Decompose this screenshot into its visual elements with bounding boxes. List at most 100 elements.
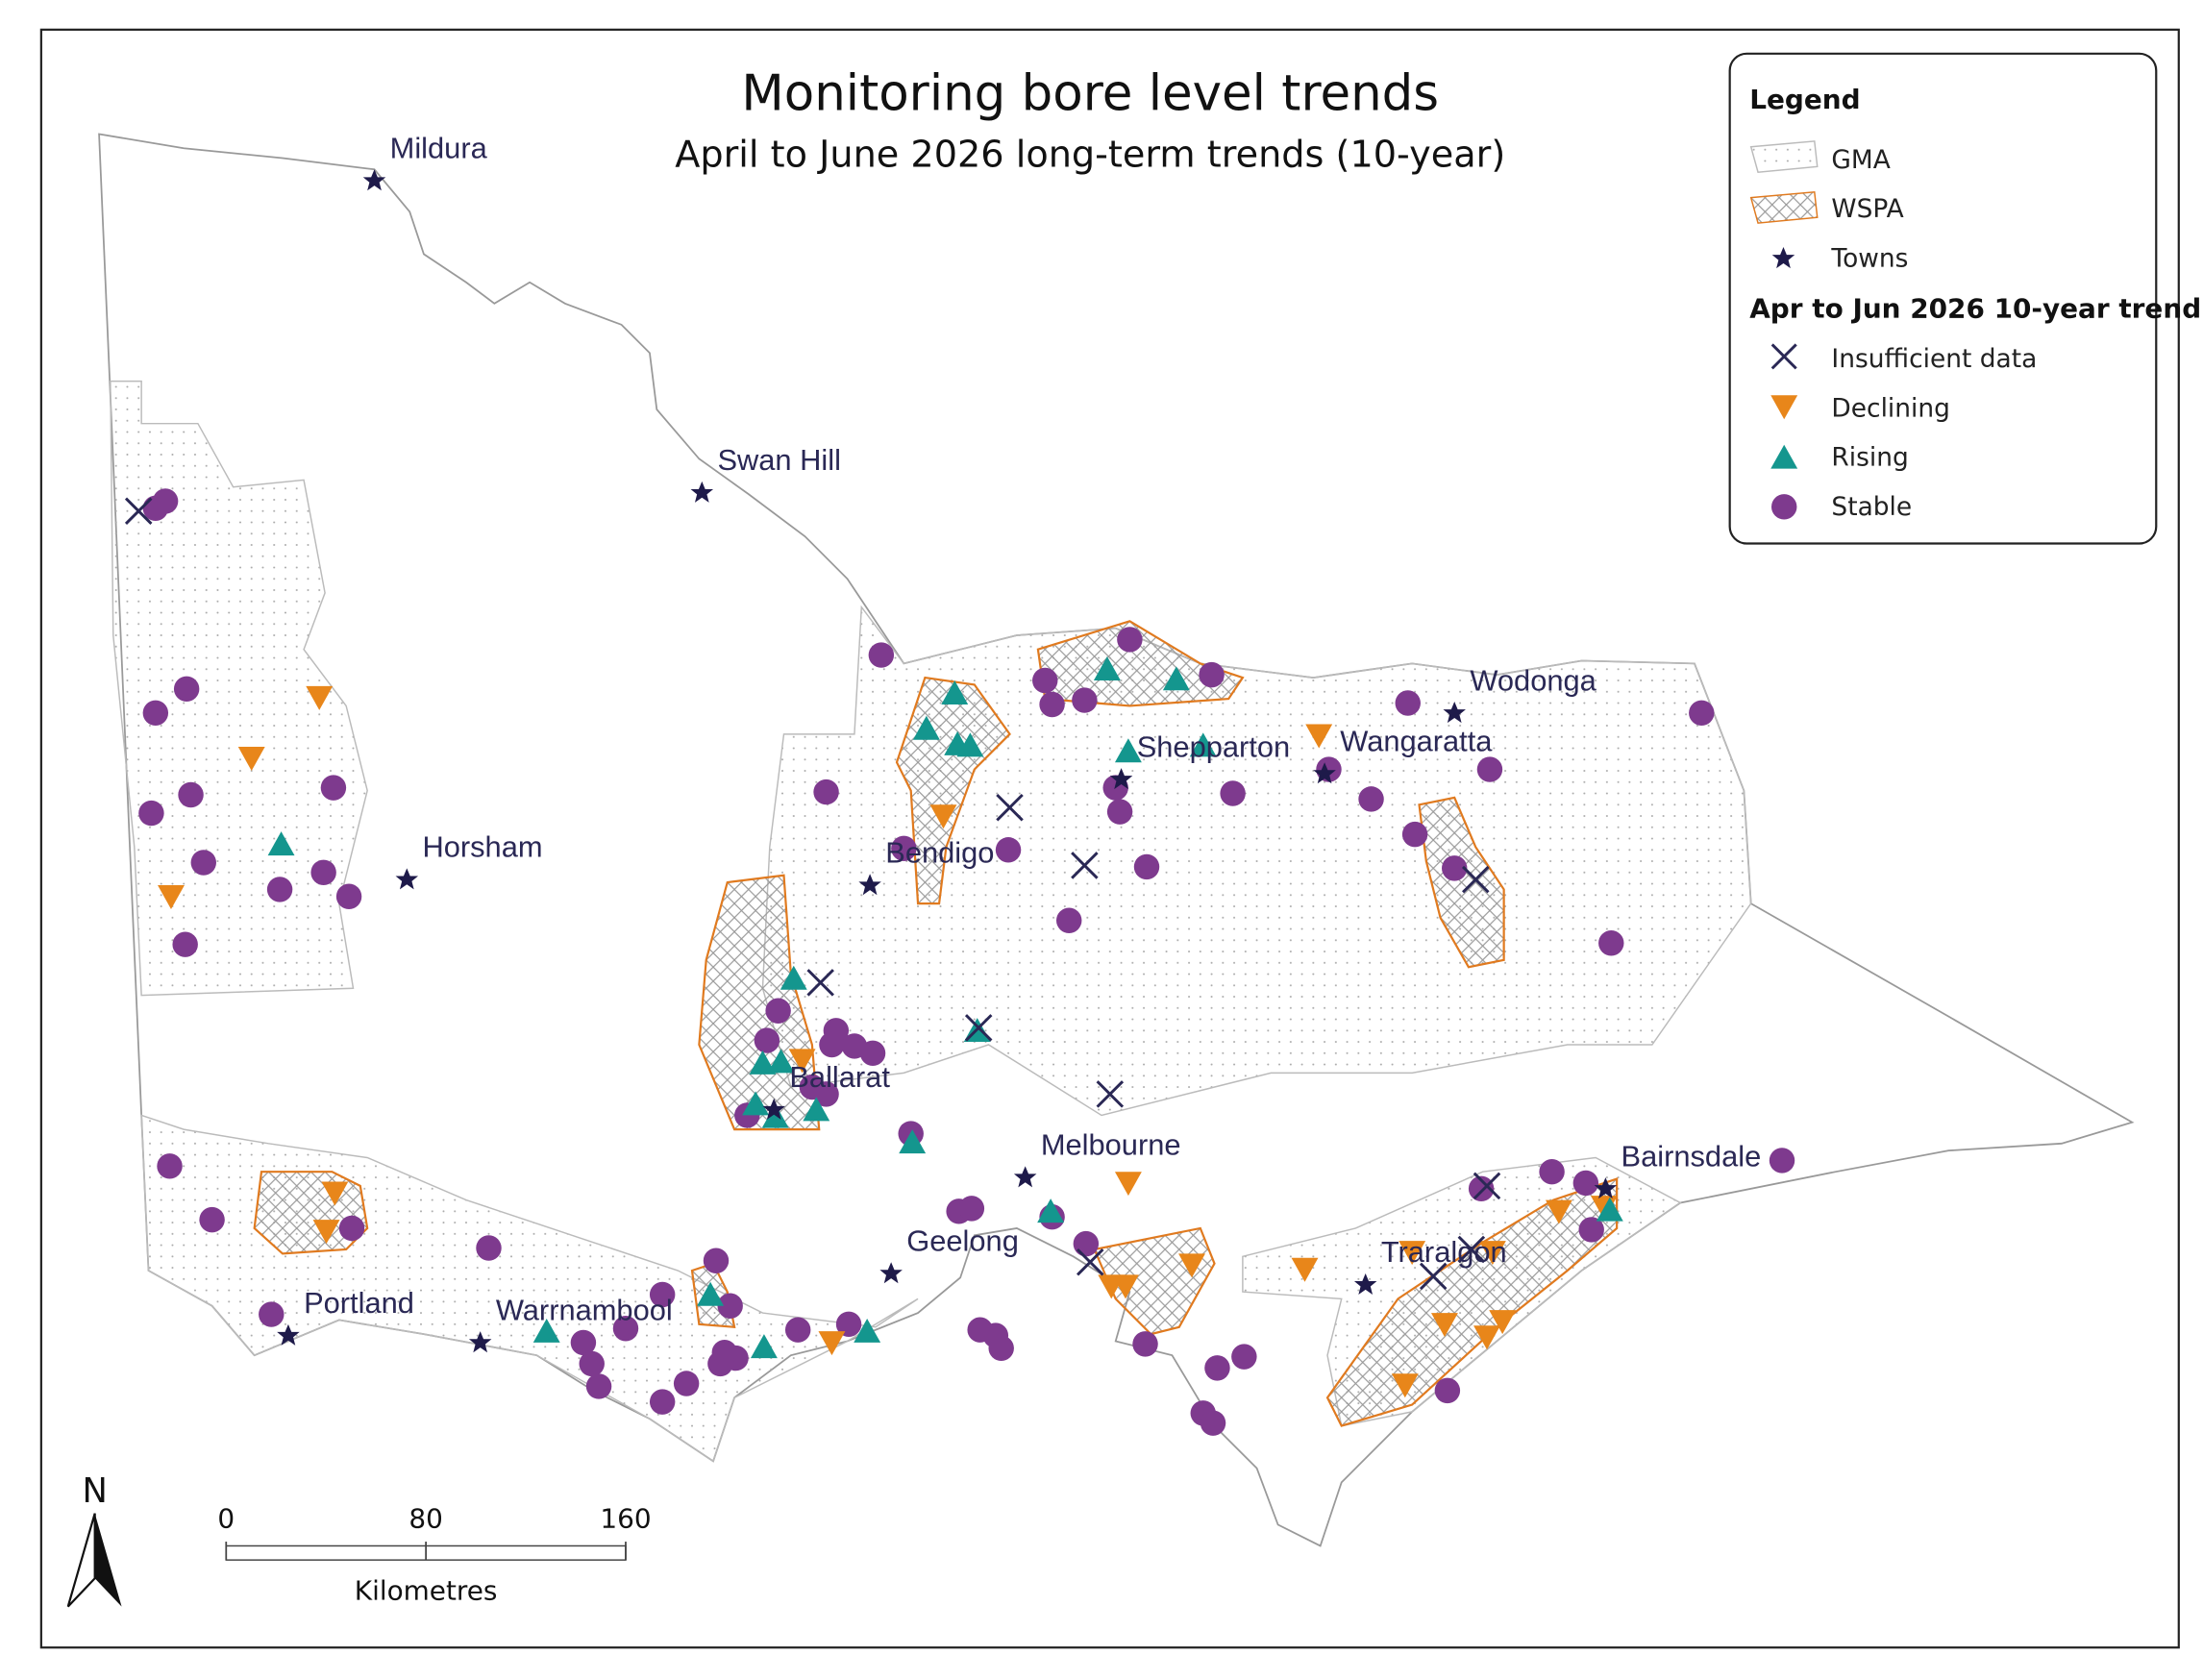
legend-wspa-symbol (1749, 190, 1819, 224)
bore-rising (1037, 1198, 1065, 1223)
bore-insufficient (1096, 1080, 1125, 1108)
legend-gma-symbol (1749, 140, 1819, 173)
bore-stable (765, 998, 791, 1024)
bore-stable (585, 1373, 612, 1399)
bore-stable (266, 877, 293, 902)
bore-stable (1476, 756, 1503, 782)
town-marker (1594, 1177, 1618, 1199)
bore-declining (237, 747, 265, 772)
bore-stable (1199, 661, 1225, 688)
bore-stable (1039, 691, 1065, 718)
bore-rising (749, 1050, 777, 1075)
bore-stable (152, 488, 179, 514)
legend-label: Declining (1831, 393, 1950, 423)
bore-points (124, 488, 1795, 1436)
bore-rising (803, 1097, 830, 1122)
bore-stable (1072, 687, 1098, 713)
bore-stable (859, 1040, 886, 1067)
bore-stable (338, 1215, 365, 1242)
legend: Legend GMA WSPA Towns Apr to Jun 2026 10… (1728, 52, 2201, 545)
bore-declining (1305, 724, 1333, 749)
bore-stable (958, 1196, 985, 1222)
town-marker (277, 1323, 300, 1346)
town-marker (762, 1098, 785, 1120)
bore-stable (1204, 1355, 1230, 1381)
bore-rising (1114, 738, 1142, 763)
bore-stable (579, 1350, 605, 1377)
bore-rising (761, 1103, 789, 1128)
bore-stable (476, 1235, 502, 1261)
bore-declining (312, 1220, 340, 1245)
town-label: Warrnambool (496, 1293, 673, 1326)
legend-town-symbol (1771, 247, 1795, 269)
bore-rising (697, 1281, 725, 1306)
bore-stable (813, 778, 839, 805)
bore-stable (1395, 690, 1421, 716)
bore-stable (1434, 1377, 1461, 1404)
bore-rising (767, 1049, 795, 1074)
bore-stable (995, 837, 1022, 863)
scale-tick-label: 0 (217, 1502, 235, 1534)
scale-unit: Kilometres (355, 1574, 498, 1606)
legend-label: Towns (1830, 244, 1908, 274)
bore-stable (1106, 799, 1133, 825)
bore-stable (1358, 786, 1384, 812)
town-label: Horsham (422, 830, 542, 864)
bore-stable (1132, 1331, 1158, 1357)
bore-rising (956, 732, 984, 757)
bore-declining (1391, 1373, 1419, 1398)
bore-rising (780, 965, 807, 990)
bore-stable (172, 931, 198, 957)
town-label: Geelong (906, 1223, 1019, 1257)
bore-declining (321, 1181, 349, 1206)
legend-subtitle: Apr to Jun 2026 10-year trend (1749, 293, 2201, 325)
bore-stable (190, 850, 216, 876)
bore-stable (199, 1206, 225, 1233)
town-marker (1443, 702, 1466, 724)
legend-label: Stable (1831, 492, 1912, 522)
town-label: Wodonga (1470, 663, 1597, 697)
legend-insufficient-symbol (1770, 343, 1797, 370)
bore-declining (158, 885, 185, 909)
bore-stable (1117, 627, 1143, 653)
bore-insufficient (1419, 1262, 1448, 1291)
bore-stable (649, 1281, 676, 1308)
bore-declining (1291, 1257, 1319, 1282)
town-label: Swan Hill (717, 443, 840, 477)
bore-insufficient (1473, 1172, 1501, 1200)
scale-tick-label: 80 (408, 1502, 443, 1534)
town-marker (362, 169, 386, 191)
bore-stable (1539, 1158, 1565, 1185)
town-marker (879, 1262, 903, 1284)
bore-stable (612, 1316, 639, 1342)
north-label: N (82, 1471, 107, 1511)
town-label: Traralgon (1381, 1235, 1507, 1269)
bore-stable (1598, 930, 1624, 956)
bore-stable (173, 676, 200, 703)
bore-stable (259, 1301, 285, 1327)
bore-rising (532, 1318, 560, 1343)
bore-stable (1442, 855, 1468, 881)
bore-stable (1231, 1344, 1257, 1370)
bore-stable (868, 642, 895, 668)
bore-rising (1093, 656, 1121, 681)
bore-stable (570, 1329, 597, 1356)
town-label: Bendigo (885, 836, 994, 870)
bore-stable (138, 800, 164, 827)
bore-stable (1032, 667, 1058, 694)
bore-stable (1769, 1148, 1795, 1174)
legend-declining-symbol (1770, 395, 1798, 420)
bore-insufficient (1457, 1235, 1486, 1264)
bore-insufficient (124, 497, 153, 526)
town-marker (858, 874, 881, 896)
town-marker (1013, 1166, 1037, 1188)
bore-declining (818, 1331, 846, 1356)
bore-stable (1133, 853, 1160, 880)
legend-stable-symbol (1770, 494, 1797, 520)
bore-insufficient (1071, 852, 1099, 879)
bore-stable (717, 1293, 743, 1319)
bore-stable (142, 700, 169, 727)
legend-title: Legend (1749, 84, 1860, 115)
bore-rising (1596, 1197, 1623, 1222)
town-label: Melbourne (1041, 1128, 1181, 1162)
